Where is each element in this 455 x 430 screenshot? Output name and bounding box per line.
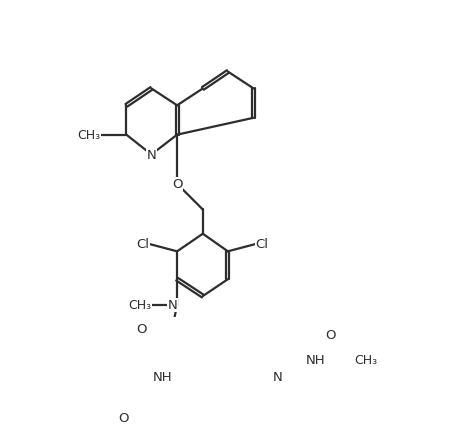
Text: NH: NH	[306, 353, 325, 366]
Text: NH: NH	[152, 370, 172, 383]
Text: O: O	[172, 178, 182, 191]
Text: O: O	[136, 322, 147, 335]
Text: Cl: Cl	[136, 238, 149, 251]
Text: CH₃: CH₃	[354, 353, 378, 366]
Text: O: O	[325, 328, 335, 341]
Text: CH₃: CH₃	[77, 129, 101, 142]
Text: CH₃: CH₃	[128, 299, 152, 312]
Text: N: N	[273, 370, 283, 383]
Text: Cl: Cl	[256, 238, 268, 251]
Text: N: N	[147, 149, 156, 162]
Text: N: N	[167, 299, 177, 312]
Text: O: O	[118, 411, 128, 424]
